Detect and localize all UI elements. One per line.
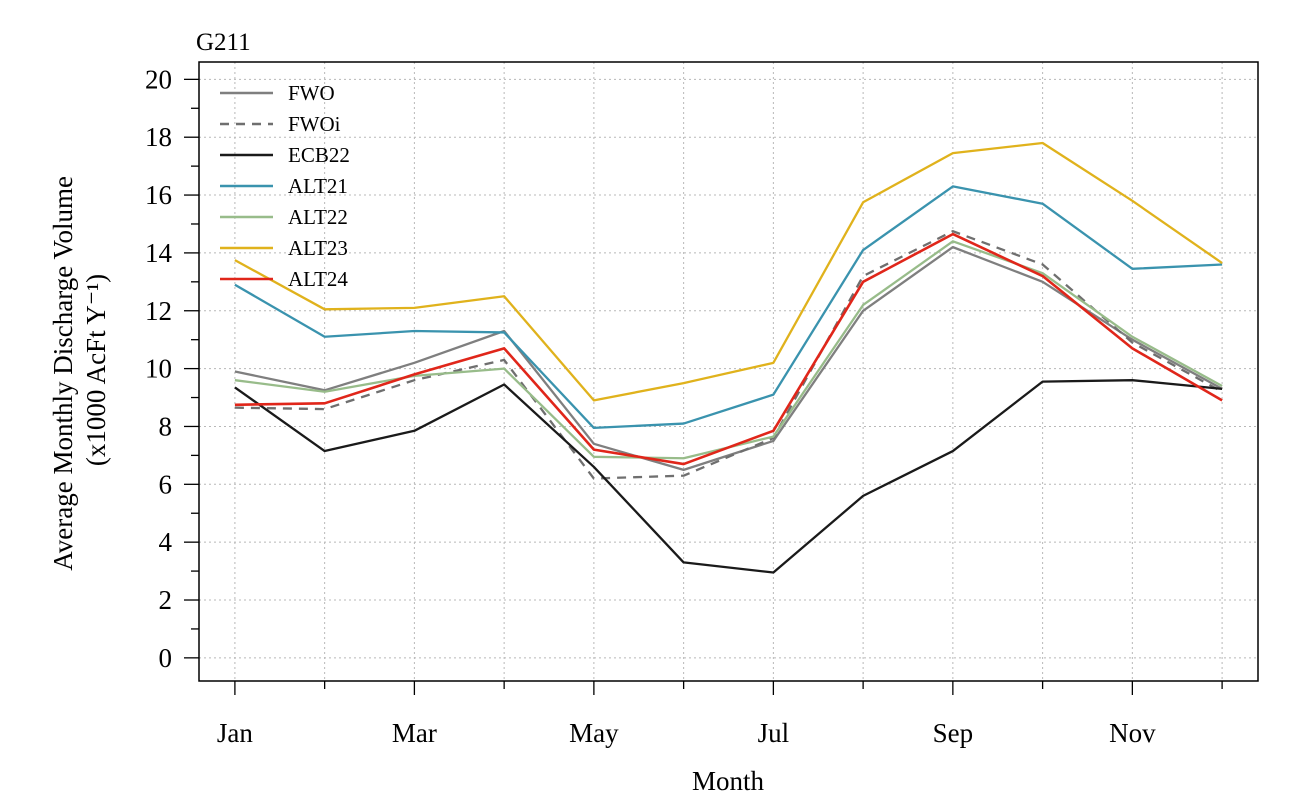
x-axis-title: Month [692, 766, 765, 796]
x-axis: Jan Mar May Jul Sep Nov [217, 681, 1223, 748]
x-tick-label: Sep [933, 718, 974, 748]
x-tick-label: Mar [392, 718, 437, 748]
y-tick-label: 16 [145, 180, 172, 210]
x-tick-label: Jan [217, 718, 253, 748]
series-line-alt21 [234, 185, 1223, 430]
x-tick-label: Nov [1109, 718, 1156, 748]
y-tick-label: 4 [159, 527, 173, 557]
series-line-fwo [234, 245, 1223, 471]
y-axis-title-line1: Average Monthly Discharge Volume [48, 176, 78, 571]
y-axis-title-line2: (x1000 AcFt Y⁻¹) [81, 274, 111, 466]
y-tick-label: 12 [145, 296, 172, 326]
y-tick-label: 10 [145, 354, 172, 384]
y-tick-label: 20 [145, 64, 172, 94]
series-line-fwoi [234, 230, 1223, 480]
y-tick-label: 2 [159, 585, 173, 615]
series-line-alt24 [234, 232, 1223, 466]
series-lines [234, 141, 1223, 574]
x-tick-label: Jul [758, 718, 790, 748]
y-tick-label: 14 [145, 238, 173, 268]
series-line-ecb22 [234, 379, 1223, 574]
legend-label-ecb22: ECB22 [288, 143, 350, 167]
series-line-alt23 [234, 141, 1223, 402]
x-tick-label: May [569, 718, 619, 748]
legend-label-alt24: ALT24 [288, 267, 348, 291]
legend-label-fwo: FWO [288, 81, 335, 105]
legend: FWO FWOi ECB22 ALT21 ALT22 ALT23 ALT24 [220, 81, 350, 291]
series-line-alt22 [234, 240, 1223, 460]
y-tick-label: 18 [145, 122, 172, 152]
legend-label-alt22: ALT22 [288, 205, 348, 229]
chart-title: G211 [196, 29, 251, 56]
legend-label-alt23: ALT23 [288, 236, 348, 260]
plot-frame [198, 61, 1259, 682]
y-tick-label: 8 [159, 411, 173, 441]
legend-label-alt21: ALT21 [288, 174, 348, 198]
grid-lines [199, 62, 1258, 681]
y-axis: 0 2 4 6 8 10 12 14 16 18 20 [145, 64, 199, 673]
y-tick-label: 6 [159, 469, 173, 499]
y-axis-title: Average Monthly Discharge Volume (x1000 … [48, 169, 111, 570]
y-tick-label: 0 [159, 643, 173, 673]
legend-label-fwoi: FWOi [288, 112, 341, 136]
